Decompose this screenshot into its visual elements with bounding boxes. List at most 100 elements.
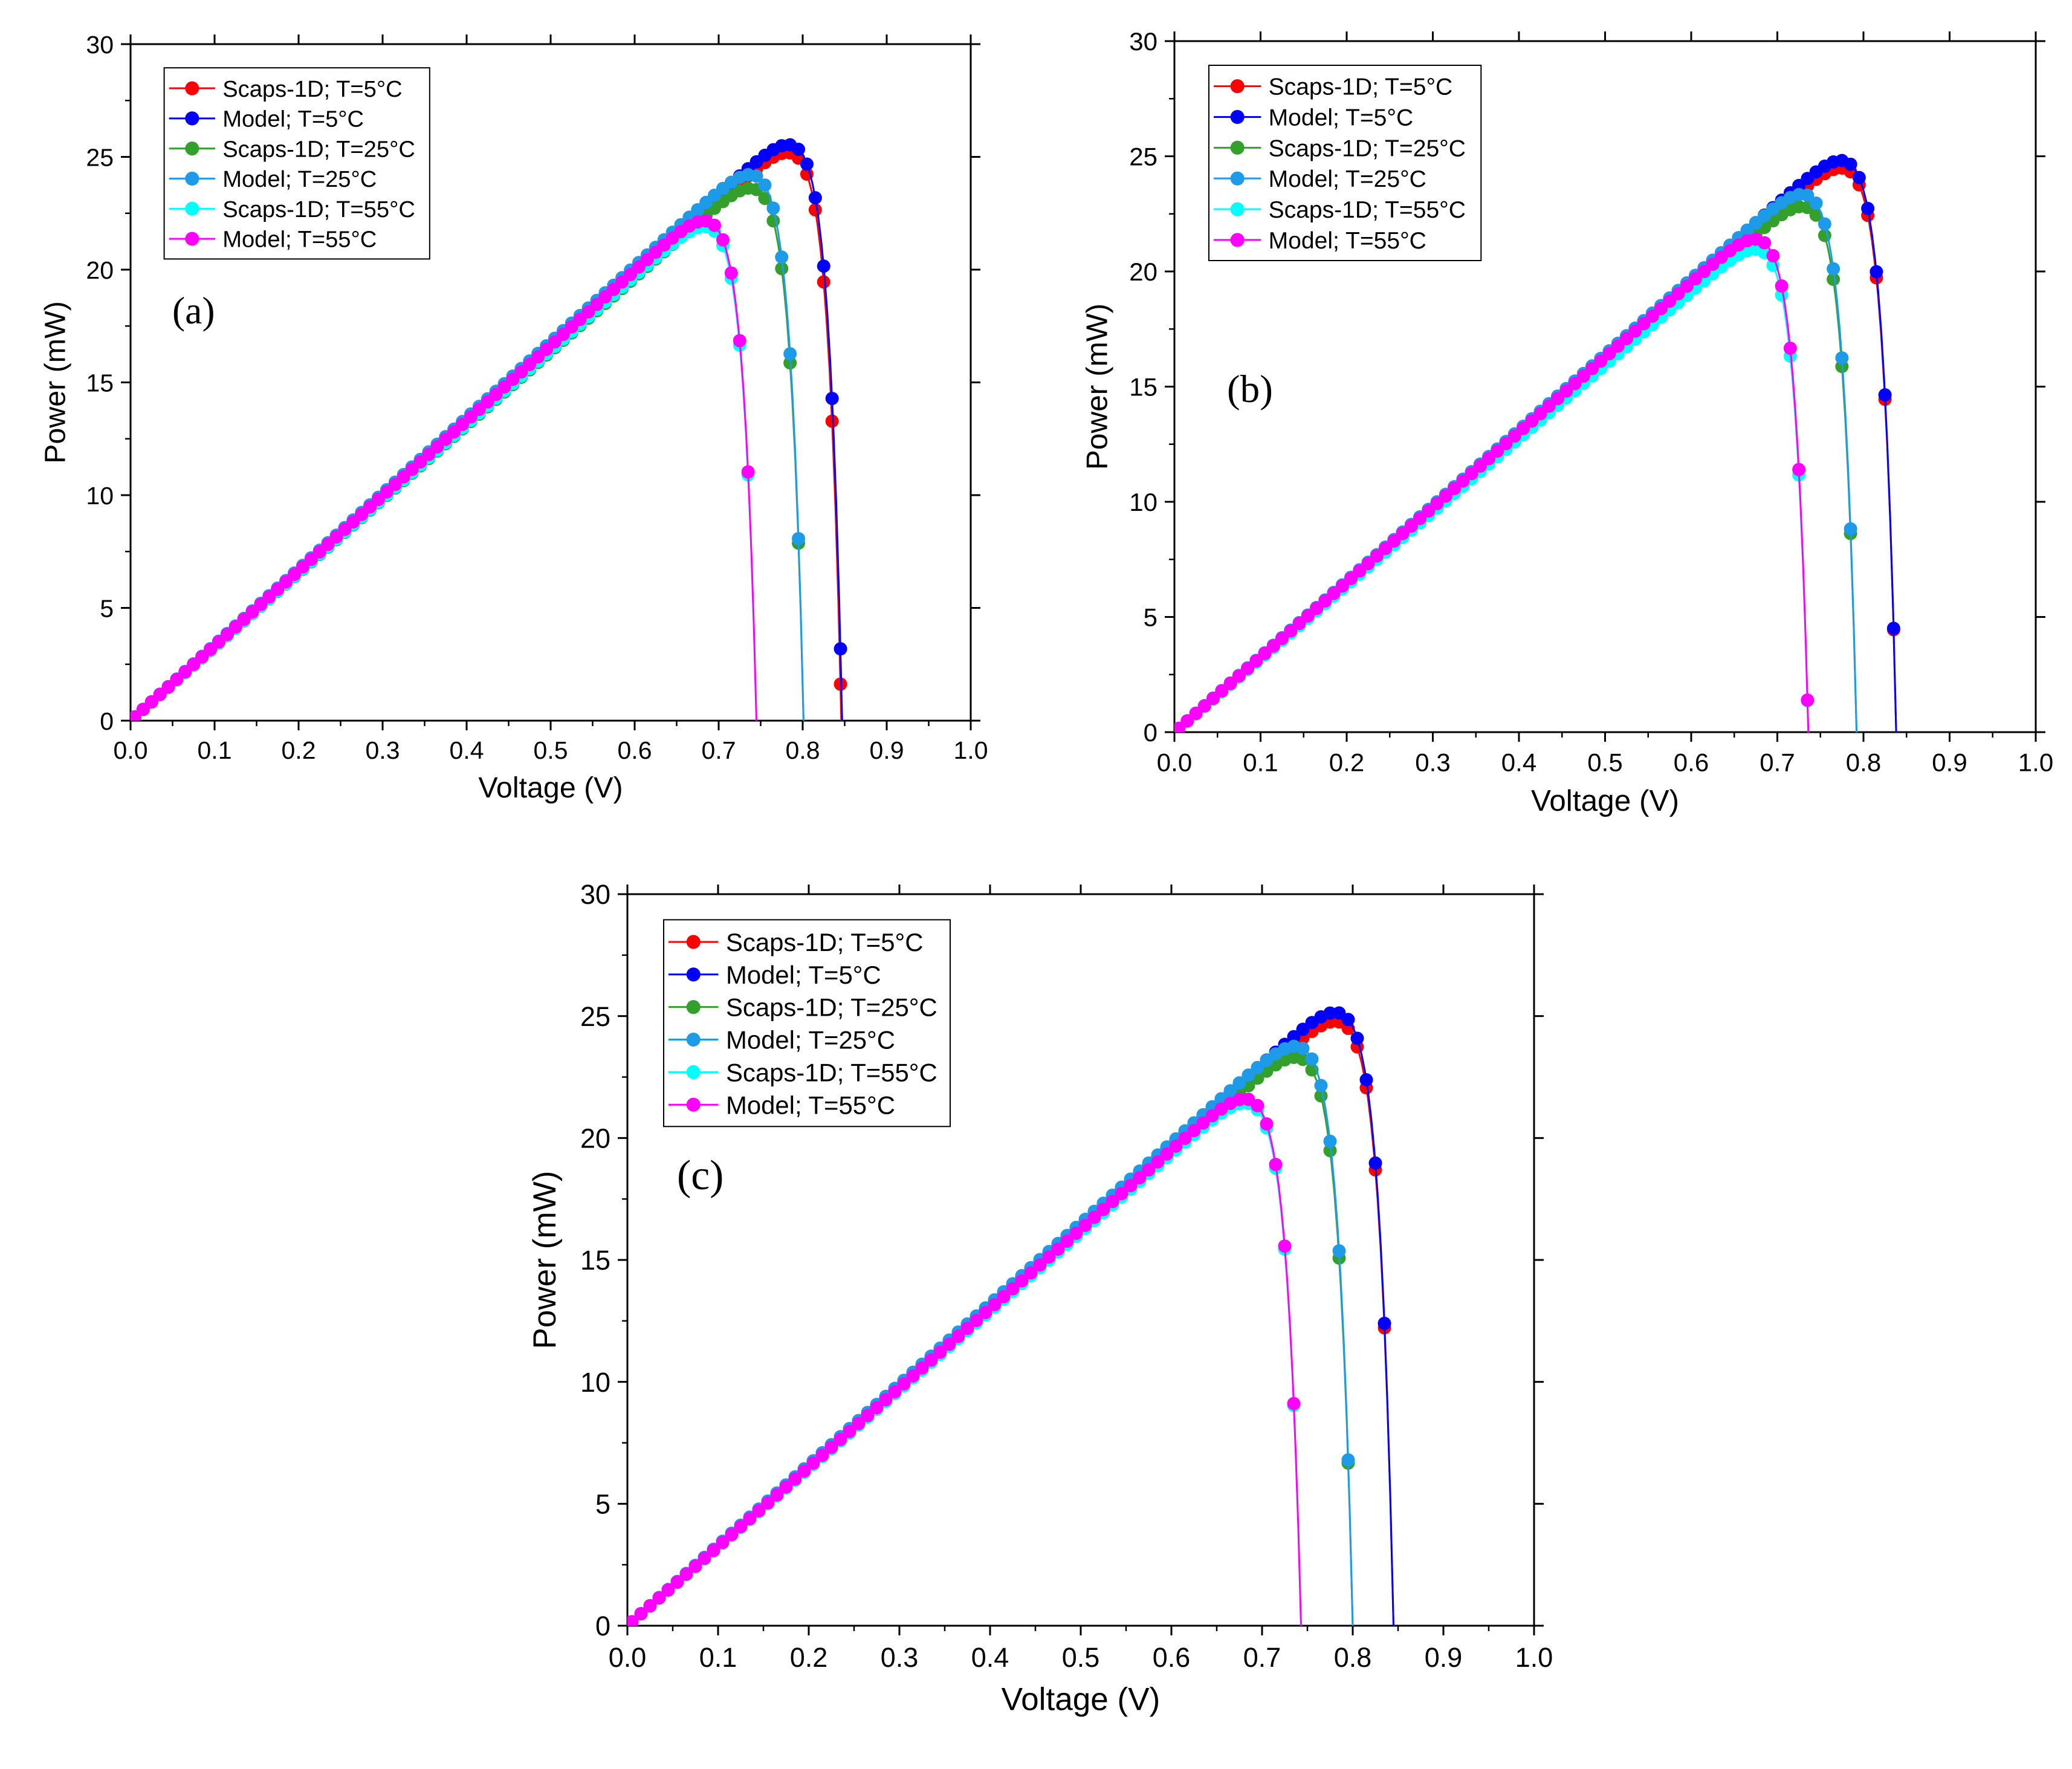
data-point xyxy=(634,1607,648,1621)
data-point xyxy=(806,1456,820,1470)
data-point xyxy=(1783,341,1797,355)
x-tick-label: 0.1 xyxy=(1243,748,1278,776)
y-tick-label: 5 xyxy=(595,1489,610,1520)
data-point xyxy=(749,169,763,183)
data-point xyxy=(733,334,746,348)
legend-entry: Scaps-1D; T=55°C xyxy=(726,1058,937,1086)
data-point xyxy=(670,1575,684,1589)
y-tick-label: 25 xyxy=(86,143,114,171)
series-line xyxy=(627,1097,1302,1626)
legend-box xyxy=(663,919,951,1128)
x-tick-label: 0.2 xyxy=(1329,748,1364,776)
data-point xyxy=(1266,639,1280,653)
data-point xyxy=(1620,332,1634,346)
data-point xyxy=(970,1314,983,1328)
legend-entry: Scaps-1D; T=25°C xyxy=(222,136,415,162)
y-tick-label: 0 xyxy=(595,1611,610,1641)
legend-marker xyxy=(1230,109,1245,125)
data-point xyxy=(979,1305,992,1319)
data-point xyxy=(708,218,722,232)
x-tick-label: 0.4 xyxy=(450,736,484,764)
data-point xyxy=(1870,265,1883,279)
legend-marker xyxy=(1230,171,1245,186)
data-point xyxy=(1242,1068,1255,1082)
data-point xyxy=(951,1329,965,1343)
data-point xyxy=(1396,527,1410,540)
data-point xyxy=(725,1528,739,1542)
chart-panel-a: 0.0 0.1 0.2 0.3 0.4 0.5 0.6 0.7 0.8 0.9 1.0 0 5 10 15 2… xyxy=(39,31,988,804)
x-tick-label: 1.0 xyxy=(2018,748,2053,776)
x-tick-label: 0.4 xyxy=(1501,748,1536,776)
data-point xyxy=(1275,632,1289,646)
legend-marker xyxy=(686,1032,701,1047)
x-tick-label: 0.3 xyxy=(1415,748,1450,776)
x-tick-label: 0.7 xyxy=(1760,748,1795,776)
data-point xyxy=(1078,1218,1092,1232)
data-point xyxy=(1465,467,1478,481)
data-point xyxy=(1341,1453,1355,1467)
legend-entry: Model; T=5°C xyxy=(1269,105,1414,131)
data-point xyxy=(1439,489,1452,503)
legend-marker xyxy=(686,1065,701,1079)
data-point xyxy=(1260,1117,1274,1131)
x-tick-label: 0.5 xyxy=(1062,1642,1100,1673)
legend-box xyxy=(1208,65,1482,261)
legend-entry: Model; T=5°C xyxy=(222,106,364,132)
data-point xyxy=(1663,294,1677,308)
legend-entry: Model; T=55°C xyxy=(222,227,377,253)
plot-area xyxy=(131,138,847,721)
legend-entry: Model; T=55°C xyxy=(1269,228,1426,254)
data-point xyxy=(1327,586,1341,600)
y-tick-label: 25 xyxy=(1129,143,1157,171)
data-point xyxy=(1115,1187,1128,1201)
data-point xyxy=(716,233,730,247)
data-point xyxy=(1551,392,1565,406)
data-point xyxy=(960,1322,974,1336)
data-point xyxy=(808,203,822,217)
data-point xyxy=(1801,693,1815,707)
data-point xyxy=(1852,170,1866,184)
data-point xyxy=(1287,1030,1301,1044)
x-tick-label: 0.9 xyxy=(1425,1642,1463,1673)
data-point xyxy=(1594,354,1608,368)
data-point xyxy=(1223,677,1237,690)
series-5 xyxy=(131,214,757,721)
data-point xyxy=(988,1297,1002,1311)
data-point xyxy=(792,531,806,545)
data-point xyxy=(1370,549,1384,563)
data-point xyxy=(652,1591,666,1605)
x-tick-label: 0.2 xyxy=(282,736,316,764)
x-tick-label: 0.5 xyxy=(1587,748,1622,776)
data-point xyxy=(1341,1013,1355,1027)
data-point xyxy=(1069,1226,1083,1240)
plot-area xyxy=(1174,154,1900,732)
data-point xyxy=(843,1424,856,1438)
series-2 xyxy=(131,181,806,721)
series-4 xyxy=(1174,242,1815,732)
data-point xyxy=(1251,1060,1264,1074)
data-point xyxy=(933,1345,947,1359)
data-point xyxy=(1422,504,1436,518)
data-point xyxy=(1350,1031,1364,1045)
data-point xyxy=(1835,351,1849,365)
data-point xyxy=(1106,1195,1119,1209)
legend-marker xyxy=(686,1000,701,1014)
data-point xyxy=(1448,482,1462,496)
x-tick-label: 0.0 xyxy=(1157,748,1192,776)
x-tick-label: 0.4 xyxy=(971,1642,1009,1673)
data-point xyxy=(879,1393,893,1407)
x-tick-label: 1.0 xyxy=(1515,1642,1553,1673)
data-point xyxy=(1269,1158,1283,1172)
legend-marker xyxy=(686,935,701,949)
data-point xyxy=(752,1504,766,1517)
data-point xyxy=(817,259,830,273)
data-point xyxy=(1296,1042,1310,1056)
data-point xyxy=(834,1432,847,1446)
data-point xyxy=(797,1464,811,1478)
data-point xyxy=(1801,189,1815,203)
data-point xyxy=(1353,564,1367,578)
data-point xyxy=(1335,579,1349,593)
data-point xyxy=(1404,519,1418,533)
data-point xyxy=(1482,452,1496,466)
